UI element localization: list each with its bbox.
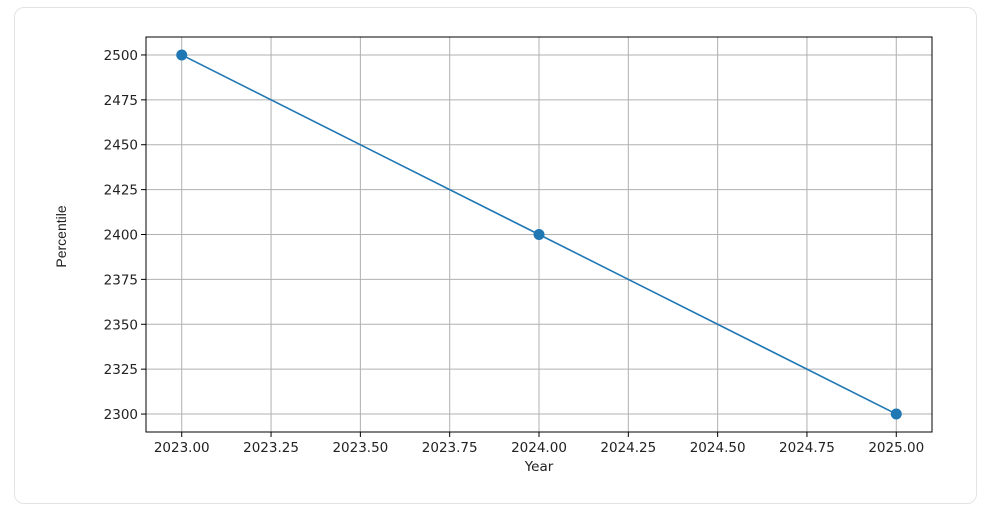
data-point [176, 49, 188, 61]
y-tick-label: 2400 [104, 228, 138, 244]
y-tick-label: 2300 [104, 407, 138, 423]
series-layer [176, 49, 902, 420]
chart-card [14, 7, 977, 504]
data-point [533, 229, 545, 240]
y-tick-label: 2350 [104, 317, 138, 333]
x-axis-label: Year [524, 459, 554, 475]
x-tick-label: 2024.75 [779, 440, 835, 456]
y-tick-label: 2425 [104, 183, 138, 199]
x-tick-label: 2023.00 [154, 440, 210, 456]
y-axis-label: Percentile [53, 205, 69, 267]
y-tick-label: 2375 [104, 272, 138, 288]
y-tick-label: 2450 [104, 138, 138, 154]
x-tick-label: 2025.00 [868, 440, 924, 456]
data-point [890, 408, 902, 420]
x-tick-label: 2023.25 [243, 440, 299, 456]
x-tick-label: 2024.25 [600, 440, 656, 456]
x-tick-label: 2023.50 [332, 440, 388, 456]
y-tick-label: 2500 [104, 48, 138, 64]
y-tick-label: 2475 [104, 93, 138, 109]
x-tick-label: 2023.75 [422, 440, 478, 456]
x-tick-label: 2024.00 [511, 440, 567, 456]
x-axis: 2023.00 2023.25 2023.50 2023.75 2024.00 2024.… [154, 432, 924, 456]
x-tick-label: 2024.50 [690, 440, 746, 456]
y-tick-label: 2325 [104, 362, 138, 378]
y-axis: 2300 2325 2350 2375 2400 2425 2450 2475 2500 [104, 48, 146, 423]
grid [146, 37, 932, 432]
